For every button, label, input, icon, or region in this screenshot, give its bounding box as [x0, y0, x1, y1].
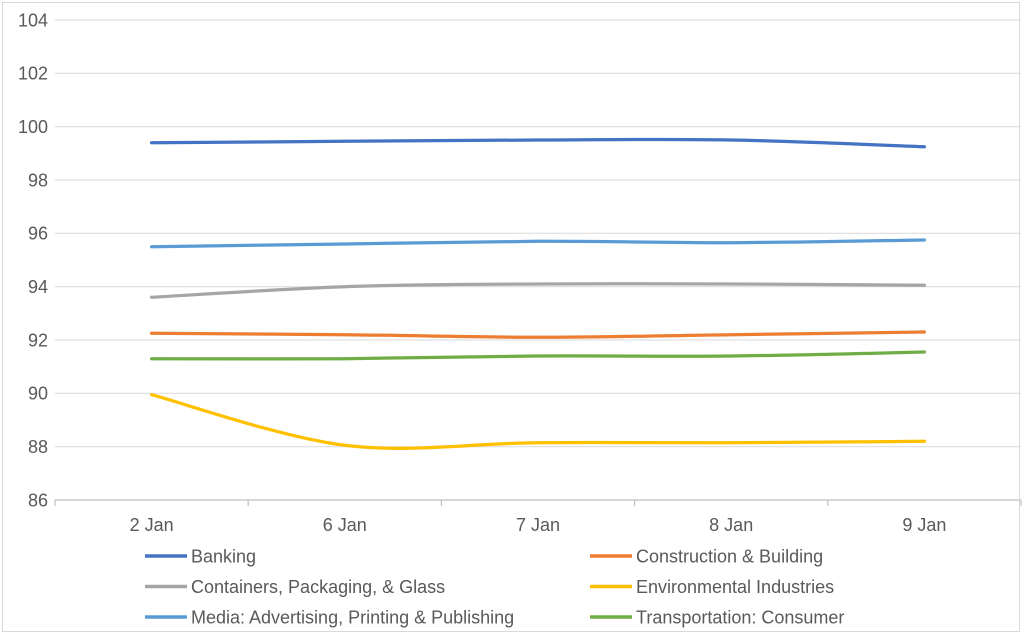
y-axis-tick-label: 94 — [28, 277, 48, 297]
axis-layer — [54, 499, 1022, 506]
y-axis-tick-label: 88 — [28, 437, 48, 457]
legend-label: Banking — [191, 546, 256, 566]
series-line-transportation-consumer — [149, 350, 927, 361]
legend-label: Environmental Industries — [636, 577, 834, 597]
legend-item-media-advertising-printing-publishing: Media: Advertising, Printing & Publishin… — [145, 607, 514, 627]
legend-item-containers-packaging-glass: Containers, Packaging, & Glass — [145, 577, 445, 597]
y-axis-tick-label: 100 — [18, 117, 48, 137]
legend-label: Construction & Building — [636, 546, 823, 566]
y-axis-tick-label: 90 — [28, 384, 48, 404]
legend-item-construction-building: Construction & Building — [590, 546, 823, 566]
y-axis-tick-label: 104 — [18, 10, 48, 30]
y-axis-tick-label: 102 — [18, 64, 48, 84]
x-axis-tick-label: 6 Jan — [323, 515, 367, 535]
x-axis-tick-label: 9 Jan — [902, 515, 946, 535]
legend-item-environmental-industries: Environmental Industries — [590, 577, 834, 597]
legend-label: Containers, Packaging, & Glass — [191, 577, 445, 597]
gridlines-layer — [55, 19, 1021, 448]
y-axis-tick-label: 96 — [28, 224, 48, 244]
series-line-media-advertising-printing-publishing — [149, 238, 927, 249]
legend-item-transportation-consumer: Transportation: Consumer — [590, 607, 844, 627]
y-axis-tick-label: 92 — [28, 330, 48, 350]
legend-item-banking: Banking — [145, 546, 256, 566]
series-line-banking — [149, 137, 927, 149]
legend: Banking Construction & Building Containers… — [145, 546, 844, 627]
legend-label: Transportation: Consumer — [636, 607, 844, 627]
series-line-containers-packaging-glass — [149, 282, 927, 299]
y-axis-tick-label: 98 — [28, 170, 48, 190]
series-layer — [149, 137, 927, 450]
legend-label: Media: Advertising, Printing & Publishin… — [191, 607, 514, 627]
y-axis-tick-label: 86 — [28, 490, 48, 510]
x-axis-tick-label: 2 Jan — [130, 515, 174, 535]
series-line-construction-building — [149, 330, 927, 339]
x-axis-tick-label: 8 Jan — [709, 515, 753, 535]
x-axis-tick-label: 7 Jan — [516, 515, 560, 535]
series-line-environmental-industries — [149, 393, 927, 450]
axis-labels-layer: 86 88 90 92 94 96 98 100 102 104 2 Jan 6 Jan 7 Jan 8 … — [18, 10, 946, 535]
